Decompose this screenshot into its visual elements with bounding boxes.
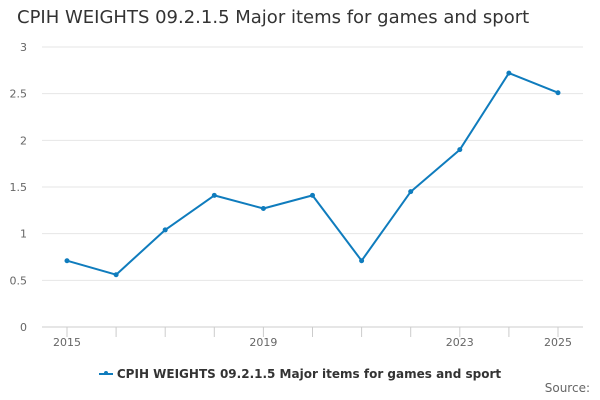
chart-title: CPIH WEIGHTS 09.2.1.5 Major items for ga… <box>17 7 530 28</box>
y-tick-label: 0 <box>20 321 27 334</box>
y-tick-label: 2 <box>20 134 27 147</box>
data-point <box>555 90 561 96</box>
data-point <box>457 147 463 153</box>
x-tick-label: 2023 <box>446 336 474 349</box>
x-tick-label: 2019 <box>249 336 277 349</box>
data-point <box>408 189 414 195</box>
data-point <box>359 258 365 264</box>
data-point <box>211 192 217 198</box>
legend: CPIH WEIGHTS 09.2.1.5 Major items for ga… <box>0 364 600 381</box>
y-tick-label: 2.5 <box>10 88 28 101</box>
data-point <box>64 258 70 264</box>
data-point <box>310 192 315 198</box>
series-line <box>66 72 559 276</box>
x-tick-label: 2025 <box>544 336 572 349</box>
source-label: Source: <box>544 381 590 395</box>
data-point <box>506 70 512 76</box>
y-tick-label: 1 <box>20 228 27 241</box>
legend-item[interactable]: CPIH WEIGHTS 09.2.1.5 Major items for ga… <box>98 367 502 381</box>
data-point <box>113 272 119 278</box>
legend-label: CPIH WEIGHTS 09.2.1.5 Major items for ga… <box>116 367 502 381</box>
legend-marker-icon <box>98 371 113 375</box>
x-tick-label: 2015 <box>53 336 81 349</box>
y-tick-label: 3 <box>20 41 27 54</box>
data-point <box>162 227 168 233</box>
y-tick-label: 1.5 <box>10 181 28 194</box>
y-tick-label: 0.5 <box>10 274 28 287</box>
data-point <box>260 205 266 211</box>
